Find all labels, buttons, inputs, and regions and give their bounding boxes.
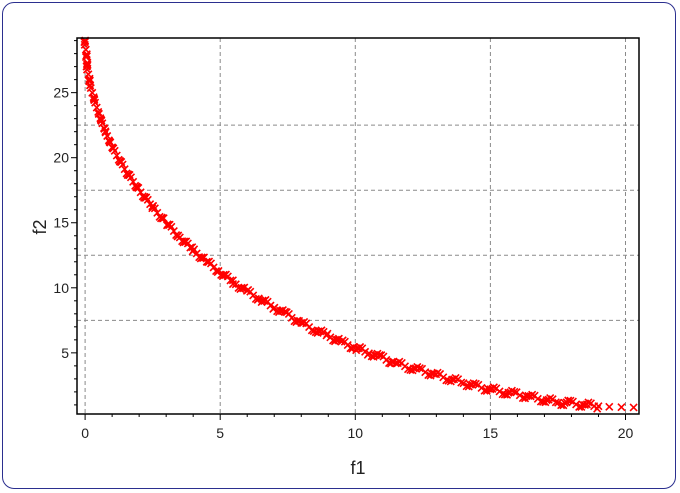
data-point-marker — [489, 383, 498, 392]
data-point-marker — [551, 398, 560, 407]
data-point-marker — [101, 127, 110, 136]
data-point-marker — [86, 83, 95, 93]
x-tick-label: 10 — [348, 425, 364, 441]
axis-ticks — [71, 40, 626, 420]
x-tick-labels: 0 5 10 15 20 — [81, 425, 633, 441]
data-point-marker — [223, 272, 232, 281]
data-point-marker — [110, 146, 119, 155]
data-point-marker — [617, 403, 626, 412]
data-point-marker — [89, 93, 98, 102]
data-point-marker — [566, 396, 575, 405]
y-tick-label: 25 — [53, 85, 69, 101]
data-point-marker — [629, 403, 638, 412]
data-point-marker — [457, 378, 466, 387]
chart-frame: 0 5 10 15 20 5 10 15 20 25 f1 f2 — [2, 2, 676, 489]
data-point-marker — [82, 62, 91, 71]
data-point-marker — [546, 394, 555, 403]
data-point-marker — [469, 379, 478, 388]
data-point-marker — [126, 173, 136, 182]
data-point-marker — [82, 51, 91, 60]
data-point-marker — [81, 53, 91, 62]
x-tick-label: 0 — [81, 425, 89, 441]
y-tick-label: 10 — [53, 280, 69, 296]
y-tick-label: 5 — [61, 345, 69, 361]
y-tick-label: 15 — [53, 215, 69, 231]
data-point-marker — [293, 316, 302, 325]
data-point-marker — [280, 307, 290, 316]
data-point-marker — [85, 81, 95, 90]
data-point-marker — [415, 364, 424, 373]
data-point-marker — [118, 160, 127, 169]
data-point-marker — [92, 103, 101, 112]
data-point-marker — [528, 390, 537, 399]
data-point-marker — [584, 398, 593, 407]
data-point-marker — [237, 283, 246, 292]
x-tick-label: 5 — [216, 425, 224, 441]
x-tick-label: 15 — [483, 425, 499, 441]
data-point-marker — [594, 402, 603, 411]
x-axis-title: f1 — [350, 458, 365, 478]
data-point-marker — [159, 214, 168, 223]
data-point-marker — [507, 386, 516, 395]
scatter-chart: 0 5 10 15 20 5 10 15 20 25 f1 f2 — [30, 36, 640, 478]
y-tick-label: 20 — [53, 150, 69, 166]
data-point-marker — [190, 245, 199, 254]
data-point-marker — [206, 259, 216, 268]
data-point-marker — [80, 37, 89, 47]
data-point-marker — [98, 119, 107, 128]
data-point-marker — [82, 65, 92, 74]
data-point-marker — [85, 74, 94, 83]
data-point-marker — [91, 98, 100, 107]
data-points — [80, 36, 638, 413]
data-point-marker — [510, 387, 519, 396]
data-point-marker — [605, 402, 614, 411]
data-point-marker — [94, 109, 103, 118]
plot-area — [77, 38, 639, 414]
data-point-marker — [557, 401, 566, 410]
data-point-marker — [103, 131, 112, 141]
y-axis-title: f2 — [30, 219, 50, 234]
y-tick-labels: 5 10 15 20 25 — [53, 85, 69, 361]
data-point-marker — [134, 183, 143, 193]
grid-lines — [77, 38, 639, 414]
plot-border — [76, 37, 640, 415]
x-tick-label: 20 — [618, 425, 634, 441]
data-point-marker — [94, 107, 103, 117]
data-point-marker — [575, 402, 584, 412]
data-point-marker — [471, 379, 480, 388]
data-point-marker — [167, 222, 176, 231]
data-point-marker — [150, 204, 159, 213]
data-point-marker — [112, 151, 121, 160]
data-point-marker — [106, 138, 115, 147]
